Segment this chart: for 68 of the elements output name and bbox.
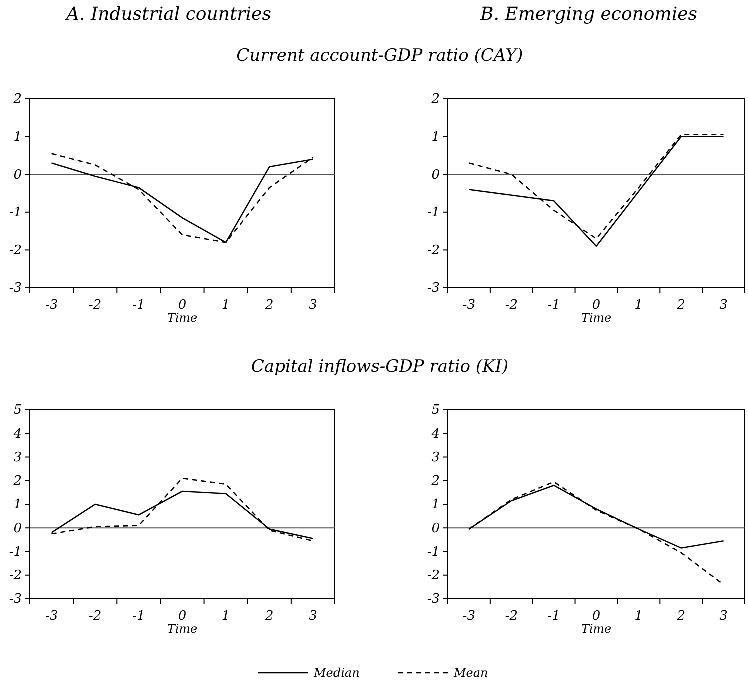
x-tick-label: -1: [548, 298, 560, 314]
y-tick-label: -1: [9, 206, 22, 221]
x-tick-label: 3: [309, 298, 318, 314]
y-tick-label: 1: [14, 130, 22, 145]
x-tick-label: 3: [720, 298, 728, 314]
x-tick-label: 0: [592, 609, 601, 624]
x-tick-label: 2: [264, 609, 274, 624]
x-axis-title: Time: [167, 622, 198, 636]
x-tick-label: 2: [676, 609, 686, 624]
x-tick-label: -1: [548, 609, 560, 624]
x-tick-label: 0: [178, 298, 187, 314]
y-tick-label: -2: [9, 568, 22, 584]
x-tick-label: 1: [634, 298, 644, 314]
chart-title: A. Industrial countries: [64, 4, 272, 25]
x-tick-label: 1: [222, 609, 230, 624]
x-tick-label: -2: [89, 298, 102, 314]
y-tick-label: -1: [427, 544, 440, 560]
y-tick-label: -2: [9, 243, 22, 258]
y-tick-label: -3: [427, 592, 440, 608]
y-tick-label: 2: [430, 474, 440, 490]
y-tick-label: 0: [14, 168, 22, 183]
text: Capital inflows-GDP ratio (KI): [251, 357, 509, 377]
x-tick-label: 2: [264, 298, 274, 314]
y-tick-label: -1: [9, 544, 22, 560]
legend-label: Median: [313, 666, 360, 680]
x-axis-title: Time: [581, 311, 612, 325]
y-tick-label: -2: [427, 568, 440, 584]
y-tick-label: 5: [14, 403, 22, 418]
y-tick-label: 0: [14, 521, 22, 536]
x-tick-label: 0: [178, 609, 187, 624]
x-tick-label: -3: [462, 298, 476, 314]
y-tick-label: 4: [12, 426, 22, 442]
x-tick-label: -3: [45, 298, 58, 314]
x-tick-label: -3: [462, 609, 476, 624]
x-tick-label: -3: [45, 609, 58, 624]
y-tick-label: -2: [427, 243, 440, 258]
legend-label: Mean: [453, 666, 488, 680]
x-axis-title: Time: [167, 311, 198, 325]
x-tick-label: 1: [222, 298, 230, 314]
y-tick-label: 2: [12, 474, 22, 490]
x-tick-label: 2: [676, 298, 686, 314]
y-tick-label: 0: [432, 168, 440, 183]
y-tick-label: -1: [427, 206, 440, 221]
x-tick-label: 1: [634, 609, 644, 624]
y-tick-label: -3: [9, 592, 22, 608]
x-tick-label: -2: [505, 609, 518, 624]
text: Current account-GDP ratio (CAY): [236, 46, 524, 66]
x-tick-label: 3: [309, 609, 318, 624]
chart-title: B. Emerging economies: [480, 4, 698, 25]
y-tick-label: 1: [432, 130, 440, 145]
y-tick-label: 4: [430, 426, 440, 442]
x-tick-label: -2: [89, 609, 102, 624]
x-axis-title: Time: [581, 622, 612, 636]
y-tick-label: 0: [432, 521, 440, 536]
x-tick-label: -2: [505, 298, 518, 314]
y-tick-label: 2: [12, 92, 22, 108]
y-tick-label: 3: [432, 450, 440, 466]
y-tick-label: -3: [427, 281, 440, 296]
x-tick-label: -1: [132, 298, 146, 314]
x-tick-label: -1: [132, 609, 146, 624]
y-tick-label: 1: [14, 498, 22, 513]
y-tick-label: 5: [432, 403, 440, 418]
x-tick-label: 0: [592, 298, 601, 314]
y-tick-label: 3: [14, 450, 22, 466]
y-tick-label: -3: [9, 281, 22, 296]
x-tick-label: 3: [720, 609, 728, 624]
y-tick-label: 2: [430, 92, 440, 108]
y-tick-label: 1: [432, 498, 440, 513]
